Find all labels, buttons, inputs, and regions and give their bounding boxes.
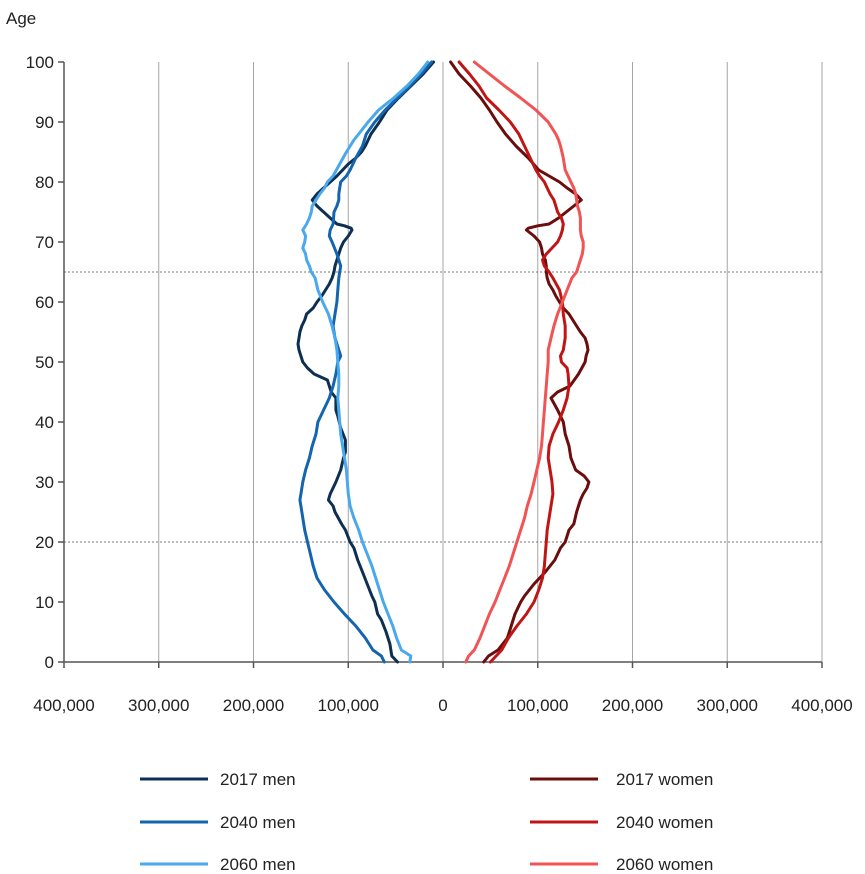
y-tick-label: 90 — [35, 113, 54, 132]
x-tick-label: 300,000 — [128, 696, 189, 715]
legend-label-women_2040: 2040 women — [616, 813, 713, 832]
x-tick-label: 0 — [438, 696, 447, 715]
y-tick-label: 30 — [35, 473, 54, 492]
legend-label-men_2040: 2040 men — [220, 813, 296, 832]
legend-label-women_2017: 2017 women — [616, 770, 713, 789]
legend-label-men_2017: 2017 men — [220, 770, 296, 789]
series-line-women_2060 — [464, 60, 585, 664]
y-tick-label: 100 — [26, 53, 54, 72]
y-axis-ticks: 0 10 20 30 40 50 60 70 80 90 100 — [26, 53, 64, 672]
y-tick-label: 70 — [35, 233, 54, 252]
x-tick-label: 400,000 — [791, 696, 852, 715]
legend-label-men_2060: 2060 men — [220, 855, 296, 874]
y-tick-label: 0 — [45, 653, 54, 672]
y-tick-label: 50 — [35, 353, 54, 372]
x-tick-label: 200,000 — [223, 696, 284, 715]
series-line-men_2017 — [296, 60, 435, 664]
y-tick-label: 40 — [35, 413, 54, 432]
y-axis-label: Age — [6, 9, 36, 28]
series-lines — [296, 60, 591, 664]
y-tick-label: 10 — [35, 593, 54, 612]
y-tick-label: 60 — [35, 293, 54, 312]
series-line-men_2060 — [301, 60, 430, 664]
series-line-men_2040 — [298, 60, 434, 664]
x-tick-label: 100,000 — [507, 696, 568, 715]
vertical-gridlines — [158, 62, 823, 662]
y-tick-label: 80 — [35, 173, 54, 192]
x-axis-ticks: 400,000 300,000 200,000 100,000 0 100,000 200,… — [33, 662, 853, 715]
x-tick-label: 100,000 — [318, 696, 379, 715]
series-line-women_2017 — [449, 60, 591, 664]
legend: 2017 men 2040 men 2060 men 2017 women 2040 w… — [140, 770, 713, 874]
y-tick-label: 20 — [35, 533, 54, 552]
x-tick-label: 300,000 — [697, 696, 758, 715]
x-tick-label: 200,000 — [602, 696, 663, 715]
legend-label-women_2060: 2060 women — [616, 855, 713, 874]
x-tick-label: 400,000 — [33, 696, 94, 715]
series-line-women_2040 — [457, 60, 571, 664]
